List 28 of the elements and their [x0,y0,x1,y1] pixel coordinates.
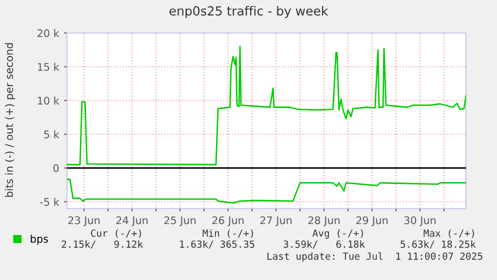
y-tick-label: 10 k [38,96,60,105]
y-tick-label: 5 k [44,130,60,138]
line-series [67,46,466,166]
y-tick-label: 0 [53,164,59,172]
x-tick-label: 27 Jun [260,216,292,226]
text: Max (-/+) [424,229,474,238]
x-tick-label: 24 Jun [116,216,148,226]
text: 3.59k/ 6.18k [284,240,365,249]
legend-label: bps [30,234,48,245]
text: Cur (-/+) [90,229,141,238]
y-tick-label: 20 k [38,29,60,38]
text: 5.63k/ 18.25k [400,240,476,249]
y-axis-title: bits in (-) / out (+) per second [4,43,16,197]
text: 2.15k/ 9.12k [62,240,143,249]
text: 1.63k/ 365.35 [180,240,254,249]
text: Min (-/+) [202,229,253,238]
y-tick-label: -5 k [40,198,60,206]
x-tick-label: 29 Jun [356,216,388,226]
x-tick-label: 28 Jun [308,216,340,226]
x-tick-label: 25 Jun [164,216,196,226]
x-tick-label: 26 Jun [212,216,244,226]
y-tick-label: 15 k [38,62,60,71]
x-tick-label: 23 Jun [68,216,100,226]
text: Last update: Tue Jul 1 11:00:07 2025 [267,252,482,262]
line-series [67,178,466,204]
x-tick-label: 30 Jun [404,216,436,226]
chart-title: enp0s25 traffic - by week [170,6,328,18]
text: Avg (-/+) [312,229,363,239]
